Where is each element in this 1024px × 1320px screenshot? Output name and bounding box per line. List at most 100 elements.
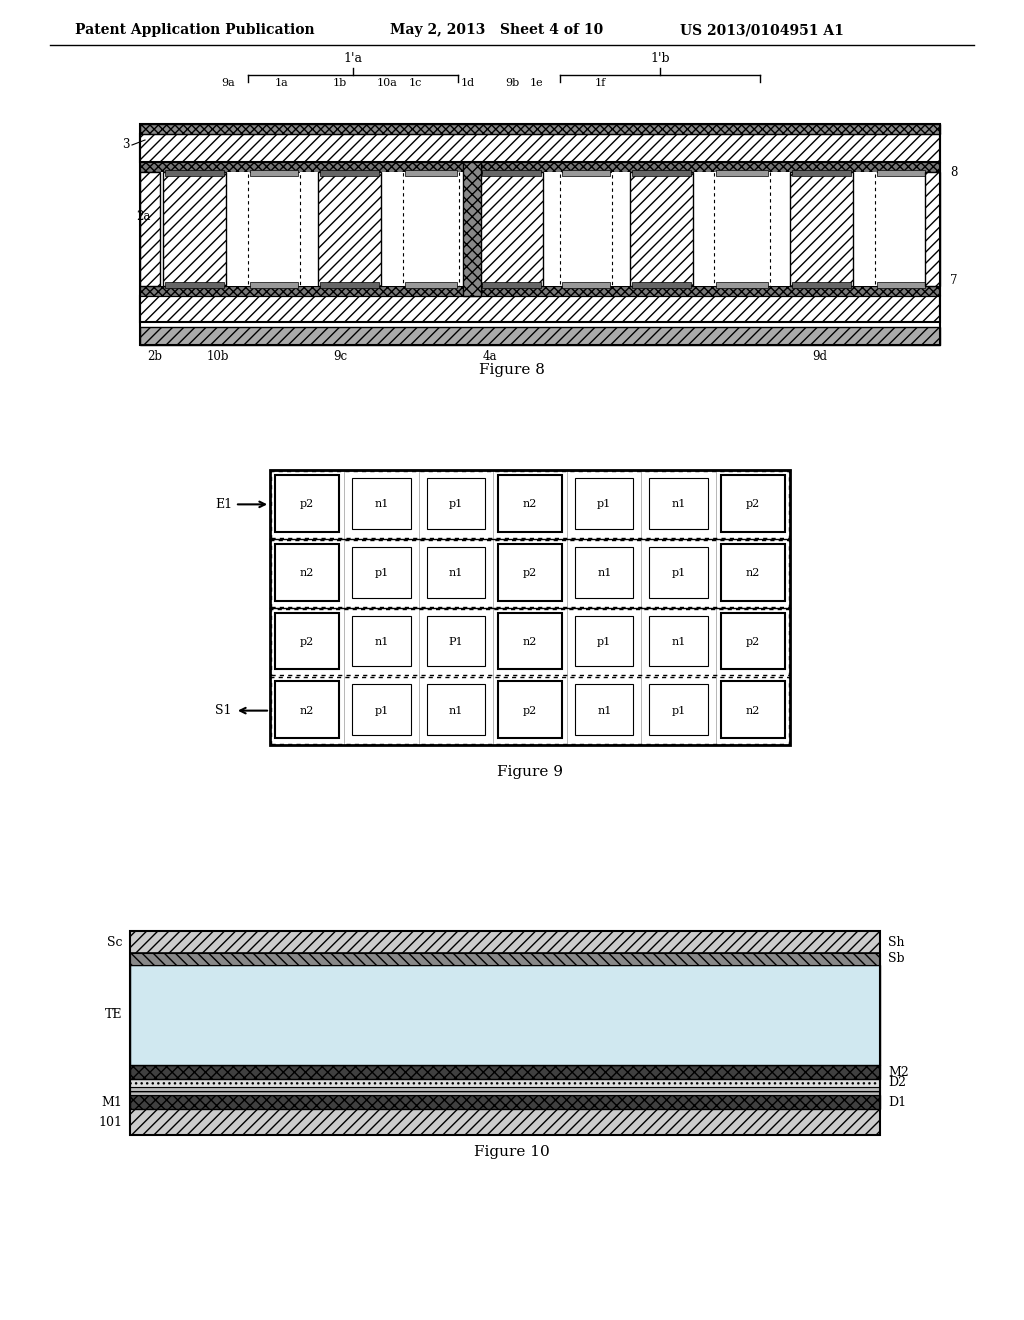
Text: 2a: 2a — [136, 210, 151, 223]
Text: 1b: 1b — [333, 78, 347, 88]
Bar — [140, 327, 940, 345]
Text: 1a: 1a — [275, 78, 289, 88]
Bar — [649, 615, 708, 667]
Bar — [427, 546, 484, 598]
Text: n2: n2 — [745, 706, 760, 715]
Bar — [649, 546, 708, 598]
Text: 1e: 1e — [529, 78, 543, 88]
Bar — [498, 475, 562, 532]
Text: Figure 9: Figure 9 — [497, 766, 563, 779]
Bar — [649, 478, 708, 529]
Bar — [575, 684, 634, 735]
Bar — [140, 172, 160, 286]
Bar — [714, 172, 770, 286]
Bar — [319, 282, 379, 288]
Bar — [649, 684, 708, 735]
Text: 9d: 9d — [812, 350, 827, 363]
Text: n1: n1 — [597, 706, 611, 715]
Bar — [877, 282, 925, 288]
Text: D1: D1 — [888, 1096, 906, 1109]
Bar — [130, 953, 880, 965]
Bar — [721, 475, 785, 532]
Text: 9a: 9a — [221, 78, 234, 88]
Text: 1'a: 1'a — [343, 51, 362, 65]
Text: p2: p2 — [300, 499, 314, 510]
Text: Figure 8: Figure 8 — [479, 363, 545, 378]
Text: n2: n2 — [523, 636, 538, 647]
Text: n1: n1 — [597, 568, 611, 578]
Text: p1: p1 — [449, 499, 463, 510]
Bar — [575, 478, 634, 529]
Text: n1: n1 — [672, 499, 686, 510]
Text: p1: p1 — [375, 568, 388, 578]
Text: 10a: 10a — [377, 78, 397, 88]
Bar — [792, 282, 851, 288]
Text: US 2013/0104951 A1: US 2013/0104951 A1 — [680, 22, 844, 37]
Bar — [498, 544, 562, 601]
Bar — [275, 612, 339, 669]
Text: p1: p1 — [375, 706, 388, 715]
Bar — [716, 170, 768, 176]
Bar — [406, 170, 457, 176]
Bar — [406, 282, 457, 288]
Text: p2: p2 — [523, 568, 538, 578]
Text: May 2, 2013   Sheet 4 of 10: May 2, 2013 Sheet 4 of 10 — [390, 22, 603, 37]
Text: 4a: 4a — [482, 350, 498, 363]
Bar — [427, 615, 484, 667]
Text: p2: p2 — [523, 706, 538, 715]
Bar — [352, 546, 411, 598]
Bar — [630, 172, 693, 286]
Bar — [562, 170, 610, 176]
Bar — [480, 172, 543, 286]
Bar — [463, 162, 481, 296]
Bar — [130, 965, 880, 1065]
Bar — [427, 478, 484, 529]
Text: 2b: 2b — [147, 350, 163, 363]
Bar — [271, 677, 790, 744]
Bar — [165, 170, 224, 176]
Bar — [792, 170, 851, 176]
Text: n2: n2 — [523, 499, 538, 510]
Bar — [250, 282, 298, 288]
Bar — [575, 615, 634, 667]
Bar — [790, 172, 853, 286]
Bar — [271, 471, 790, 537]
Text: Patent Application Publication: Patent Application Publication — [75, 22, 314, 37]
Bar — [498, 612, 562, 669]
Bar — [248, 172, 300, 286]
Text: S1: S1 — [215, 704, 232, 717]
Bar — [352, 684, 411, 735]
Text: E1: E1 — [215, 498, 232, 511]
Bar — [721, 612, 785, 669]
Bar — [925, 172, 940, 286]
Text: 1d: 1d — [461, 78, 475, 88]
Bar — [427, 684, 484, 735]
Text: TE: TE — [104, 1008, 122, 1022]
Bar — [271, 540, 790, 606]
Text: p1: p1 — [672, 568, 686, 578]
Bar — [562, 282, 610, 288]
Text: Sb: Sb — [888, 953, 904, 965]
Bar — [275, 681, 339, 738]
Text: 1'b: 1'b — [650, 51, 670, 65]
Text: n2: n2 — [300, 706, 314, 715]
Text: n1: n1 — [374, 499, 389, 510]
Bar — [560, 172, 612, 286]
Text: p2: p2 — [300, 636, 314, 647]
Bar — [275, 544, 339, 601]
Text: p1: p1 — [672, 706, 686, 715]
Bar — [482, 282, 541, 288]
Bar — [140, 172, 940, 286]
Bar — [403, 172, 459, 286]
Text: n1: n1 — [374, 636, 389, 647]
Bar — [498, 681, 562, 738]
Bar — [352, 478, 411, 529]
Bar — [130, 1096, 880, 1109]
Text: 1c: 1c — [409, 78, 422, 88]
Text: 3: 3 — [123, 139, 130, 152]
Bar — [140, 124, 940, 345]
Text: p2: p2 — [745, 636, 760, 647]
Bar — [165, 282, 224, 288]
Bar — [270, 470, 790, 744]
Text: n1: n1 — [449, 706, 463, 715]
